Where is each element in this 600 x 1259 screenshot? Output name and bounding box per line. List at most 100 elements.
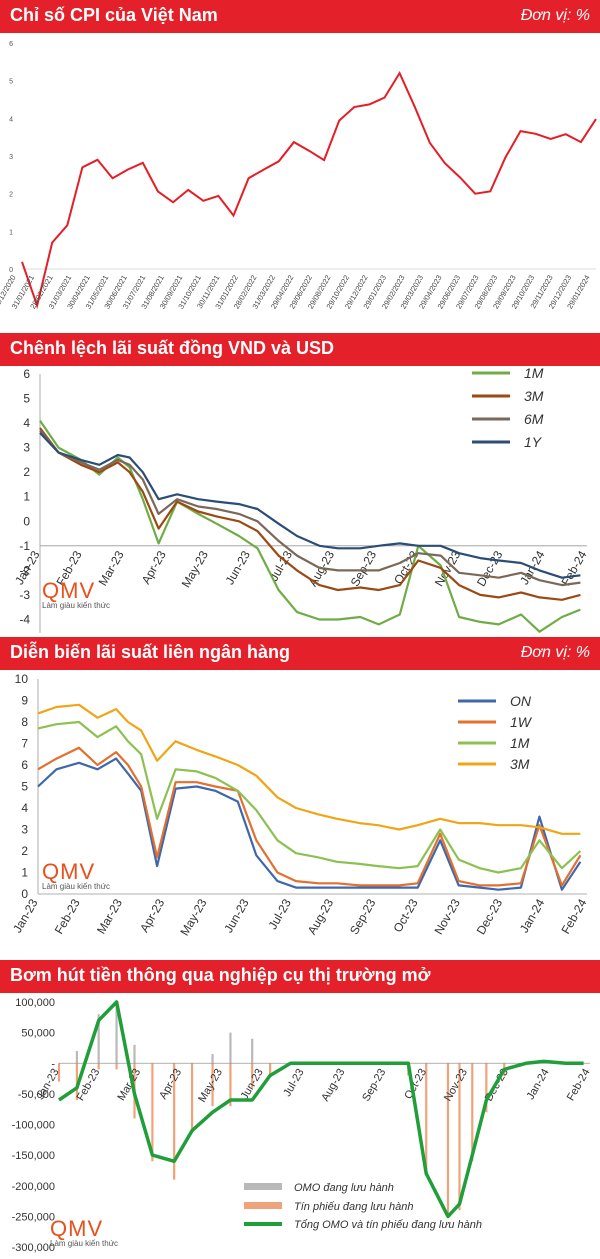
x-tick-label: Sep-23 bbox=[360, 1067, 388, 1104]
x-tick-label: Nov-23 bbox=[442, 1067, 470, 1104]
legend-label: Tổng OMO và tín phiếu đang lưu hành bbox=[294, 1219, 482, 1231]
x-tick-label: May-23 bbox=[179, 548, 211, 590]
y-tick-label: 4 bbox=[9, 116, 13, 123]
x-tick-label: Jan-24 bbox=[517, 896, 548, 935]
y-tick-label: -1 bbox=[19, 539, 30, 553]
y-tick-label: -200,000 bbox=[12, 1181, 55, 1193]
x-tick-label: Jun-23 bbox=[221, 896, 252, 935]
y-tick-label: 3 bbox=[9, 154, 13, 161]
x-tick-label: May-23 bbox=[177, 896, 209, 938]
y-tick-label: 5 bbox=[23, 392, 30, 406]
y-tick-label: -250,000 bbox=[12, 1211, 55, 1223]
x-tick-label: Jan-23 bbox=[12, 548, 43, 587]
x-tick-label: Feb-24 bbox=[558, 548, 589, 588]
interbank-header: Diễn biến lãi suất liên ngân hàng Đơn vị… bbox=[0, 637, 600, 670]
x-tick-label: Oct-23 bbox=[391, 896, 421, 934]
cpi-chart: 012345631/12/202031/01/202128/02/202131/… bbox=[0, 41, 597, 311]
logo-tagline: Làm giàu kiến thức bbox=[50, 1239, 119, 1248]
x-tick-label: Apr-23 bbox=[139, 548, 169, 586]
y-tick-label: 7 bbox=[21, 737, 28, 751]
y-tick-label: -300,000 bbox=[12, 1242, 55, 1254]
y-tick-label: 6 bbox=[23, 367, 30, 381]
bar-tin-phieu bbox=[458, 1063, 461, 1211]
y-tick-label: 6 bbox=[21, 758, 28, 772]
bar-tin-phieu bbox=[75, 1063, 79, 1100]
interbank-panel: Diễn biến lãi suất liên ngân hàng Đơn vị… bbox=[0, 637, 600, 957]
series-line-1m bbox=[39, 419, 581, 633]
x-tick-label: Aug-23 bbox=[305, 896, 337, 937]
bar-tin-phieu bbox=[269, 1063, 272, 1076]
x-tick-label: Sep-23 bbox=[348, 548, 380, 589]
y-tick-label: 1 bbox=[23, 490, 30, 504]
y-tick-label: 2 bbox=[21, 844, 28, 858]
bar-tin-phieu bbox=[173, 1063, 176, 1180]
logo-tagline: Làm giàu kiến thức bbox=[42, 601, 111, 610]
series-line-on bbox=[37, 757, 582, 891]
bar-omo bbox=[229, 1032, 232, 1064]
x-tick-label: Apr-23 bbox=[137, 896, 167, 934]
y-tick-label: 1 bbox=[9, 229, 13, 236]
y-tick-label: 50,000 bbox=[21, 1028, 55, 1040]
y-tick-label: -50,000 bbox=[18, 1089, 55, 1101]
bar-omo bbox=[75, 1051, 79, 1064]
y-tick-label: 2 bbox=[9, 192, 13, 199]
y-tick-label: 8 bbox=[21, 715, 28, 729]
series-line-1w bbox=[37, 746, 582, 887]
bar-tin-phieu bbox=[425, 1063, 428, 1174]
bar-tin-phieu bbox=[151, 1063, 154, 1162]
y-tick-label: -150,000 bbox=[12, 1150, 55, 1162]
y-tick-label: 3 bbox=[23, 441, 30, 455]
cpi-title: Chỉ số CPI của Việt Nam bbox=[10, 5, 218, 25]
x-tick-label: Feb-23 bbox=[52, 896, 83, 936]
omo-title: Bơm hút tiền thông qua nghiệp cụ thị trư… bbox=[10, 965, 431, 985]
x-tick-label: Mar-23 bbox=[94, 896, 125, 936]
legend-label: 6M bbox=[524, 411, 544, 427]
x-tick-label: Jul-23 bbox=[281, 1067, 306, 1099]
y-tick-label: 2 bbox=[23, 465, 30, 479]
bar-omo bbox=[251, 1038, 254, 1064]
y-tick-label: 4 bbox=[21, 801, 28, 815]
y-tick-label: -2 bbox=[19, 563, 30, 577]
spread-chart: 6543210-1-2-3-4-5Jan-23Feb-23Mar-23Apr-2… bbox=[12, 366, 590, 633]
omo-header: Bơm hút tiền thông qua nghiệp cụ thị trư… bbox=[0, 960, 600, 993]
series-line-3m bbox=[37, 703, 581, 835]
logo-mark: QMV bbox=[42, 859, 96, 884]
x-tick-label: Dec-23 bbox=[474, 548, 506, 589]
x-tick-label: Dec-23 bbox=[474, 896, 506, 937]
spread-title: Chênh lệch lãi suất đồng VND và USD bbox=[10, 338, 335, 358]
series-line-1y bbox=[39, 432, 581, 579]
legend-label: OMO đang lưu hành bbox=[294, 1182, 394, 1194]
x-tick-label: Apr-23 bbox=[157, 1067, 184, 1102]
bar-tin-phieu bbox=[211, 1063, 214, 1107]
y-tick-label: -3 bbox=[19, 588, 30, 602]
interbank-chart: 0 1 2 3 4 5 6 7 8 9 10 Jan-23 Feb-23 Mar-23 Apr-23 May-… bbox=[10, 672, 590, 938]
cpi-series-line bbox=[21, 70, 597, 310]
legend-label: Tín phiếu đang lưu hành bbox=[294, 1201, 414, 1213]
x-tick-label: Jul-23 bbox=[266, 896, 295, 932]
interbank-title: Diễn biến lãi suất liên ngân hàng bbox=[10, 642, 291, 662]
y-tick-label: 6 bbox=[9, 41, 13, 48]
series-line-6m bbox=[39, 429, 581, 587]
legend-label: 1M bbox=[510, 735, 530, 751]
bar-tin-phieu bbox=[446, 1063, 450, 1217]
legend-label: 3M bbox=[510, 756, 530, 772]
bar-tin-phieu bbox=[115, 1063, 118, 1070]
x-tick-label: Feb-24 bbox=[558, 896, 589, 936]
bar-tin-phieu bbox=[229, 1063, 232, 1107]
bar-omo bbox=[97, 1014, 100, 1064]
x-tick-label: Aug-23 bbox=[319, 1067, 347, 1104]
spread-header: Chênh lệch lãi suất đồng VND và USD bbox=[0, 333, 600, 366]
bar-omo bbox=[115, 1005, 118, 1064]
y-tick-label: 3 bbox=[21, 823, 28, 837]
y-tick-label: 0 bbox=[21, 887, 28, 901]
x-tick-label: Sep-23 bbox=[347, 896, 379, 937]
legend-label: 3M bbox=[524, 388, 544, 404]
bar-tin-phieu bbox=[57, 1063, 61, 1082]
y-tick-label: 5 bbox=[21, 780, 28, 794]
series-line-1m bbox=[37, 720, 582, 874]
y-tick-label: 1 bbox=[21, 866, 28, 880]
cpi-unit: Đơn vị: % bbox=[520, 7, 590, 24]
logo-mark: QMV bbox=[50, 1216, 104, 1241]
legend-swatch bbox=[244, 1202, 282, 1209]
x-tick-label: Feb-24 bbox=[565, 1067, 593, 1103]
